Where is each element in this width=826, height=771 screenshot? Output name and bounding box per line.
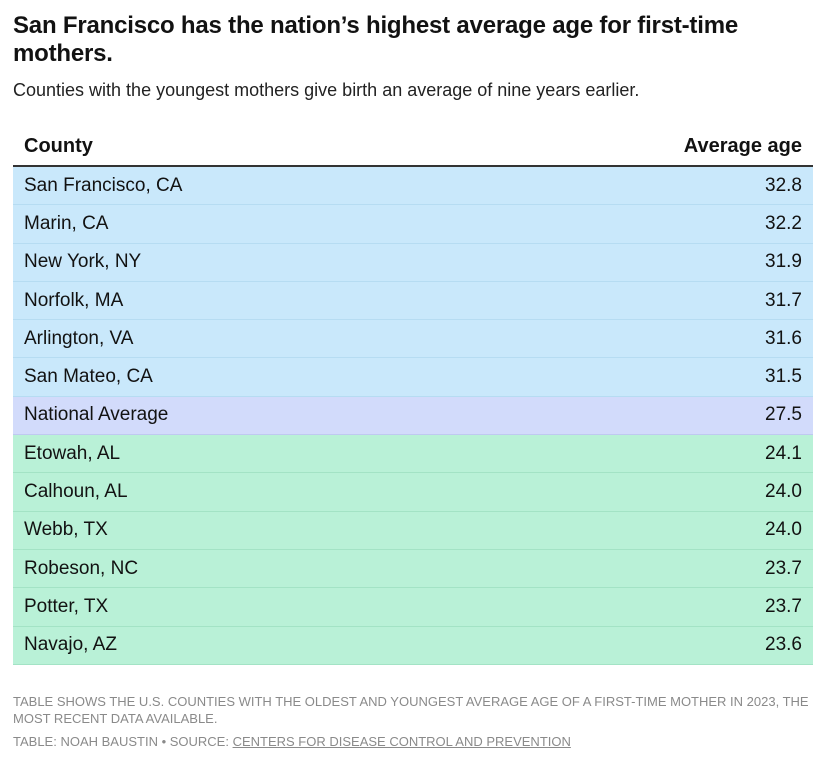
table-row: Robeson, NC 23.7 [13,549,813,589]
table-row: National Average 27.5 [13,396,813,436]
cell-county: Potter, TX [24,595,109,617]
table-row: Potter, TX 23.7 [13,588,813,627]
table-row: Navajo, AZ 23.6 [13,626,813,665]
table-row: Marin, CA 32.2 [13,205,813,244]
credit-line: Table: Noah Baustin • Source: Centers fo… [13,734,813,749]
table-header: County Average age [13,127,813,167]
table-row: New York, NY 31.9 [13,243,813,282]
chart-container: San Francisco has the nation’s highest a… [13,12,813,749]
cell-county: San Mateo, CA [24,366,153,388]
cell-average-age: 31.5 [765,366,802,388]
cell-county: Navajo, AZ [24,634,117,656]
table-note: Table shows the U.S. counties with the o… [13,693,809,726]
table-body: San Francisco, CA 32.8 Marin, CA 32.2 New Yo… [13,167,813,665]
table-row: Norfolk, MA 31.7 [13,281,813,321]
cell-average-age: 31.9 [765,251,802,273]
chart-subtitle: Counties with the youngest mothers give … [13,80,640,100]
cell-average-age: 24.0 [765,519,802,541]
cell-average-age: 32.8 [765,174,802,196]
cell-average-age: 31.7 [765,289,802,311]
cell-county: Marin, CA [24,212,109,234]
cell-average-age: 24.0 [765,481,802,503]
data-table: County Average age San Francisco, CA 32.8… [13,127,813,665]
cell-county: National Average [24,404,169,426]
cell-average-age: 23.7 [765,557,802,579]
table-row: Arlington, VA 31.6 [13,320,813,359]
cell-average-age: 23.7 [765,595,802,617]
cell-average-age: 32.2 [765,212,802,234]
column-header-county[interactable]: County [24,134,93,157]
source-link[interactable]: Centers for Disease Control and Preventi… [232,733,571,749]
table-row: Etowah, AL 24.1 [13,435,813,474]
table-row: San Mateo, CA 31.5 [13,358,813,397]
cell-county: San Francisco, CA [24,174,183,196]
column-header-average-age[interactable]: Average age [683,134,802,157]
table-row: Webb, TX 24.0 [13,511,813,550]
table-row: San Francisco, CA 32.8 [13,167,813,206]
cell-average-age: 23.6 [765,634,802,656]
cell-county: Etowah, AL [24,442,121,464]
chart-title: San Francisco has the nation’s highest a… [13,12,738,67]
credit-prefix: Table: Noah Baustin • Source: [13,733,233,749]
cell-county: New York, NY [24,251,142,273]
cell-county: Arlington, VA [24,327,134,349]
cell-average-age: 24.1 [765,442,802,464]
cell-county: Webb, TX [24,519,108,541]
cell-county: Norfolk, MA [24,289,124,311]
cell-county: Calhoun, AL [24,481,128,503]
cell-average-age: 27.5 [765,404,802,426]
cell-county: Robeson, NC [24,557,139,579]
table-row: Calhoun, AL 24.0 [13,473,813,512]
cell-average-age: 31.6 [765,327,802,349]
